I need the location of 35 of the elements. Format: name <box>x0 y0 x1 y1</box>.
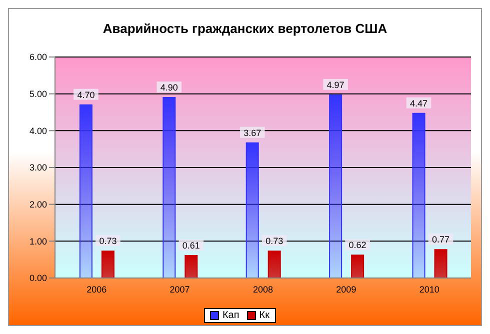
bar <box>329 94 342 278</box>
bar <box>351 254 364 278</box>
bar <box>246 142 259 278</box>
bar <box>434 249 448 278</box>
data-label: 0.77 <box>432 234 450 245</box>
x-tick-label: 2006 <box>86 284 107 294</box>
data-label: 4.70 <box>77 90 95 100</box>
y-tick-label: 4.00 <box>29 126 47 136</box>
bar <box>101 250 114 278</box>
y-tick-label: 1.00 <box>29 236 47 246</box>
y-tick-label: 2.00 <box>29 200 47 210</box>
y-tick-label: 5.00 <box>29 89 47 100</box>
bar <box>184 255 198 278</box>
x-tick-label: 2008 <box>252 284 274 294</box>
data-label: 0.62 <box>348 240 366 250</box>
data-label: 0.61 <box>182 240 200 251</box>
data-label: 4.97 <box>326 80 344 90</box>
data-label: 3.67 <box>244 128 262 138</box>
y-tick-label: 0.00 <box>29 273 47 284</box>
bar <box>412 112 426 278</box>
bar <box>162 97 176 278</box>
chart-title: Аварийность гражданских вертолетов США <box>102 21 388 36</box>
legend-label: Кк <box>258 310 270 321</box>
bar <box>268 250 281 278</box>
x-tick-label: 2007 <box>170 284 190 294</box>
x-tick-label: 2009 <box>336 284 356 294</box>
legend-label: Кап <box>221 310 240 321</box>
y-tick-label: 3.00 <box>29 162 47 173</box>
data-label: 0.73 <box>266 236 284 246</box>
data-label: 0.73 <box>99 236 117 246</box>
y-tick-label: 6.00 <box>29 52 47 62</box>
bar <box>79 104 92 278</box>
data-label: 4.90 <box>160 82 178 93</box>
data-label: 4.47 <box>410 98 428 108</box>
x-tick-label: 2010 <box>419 284 440 294</box>
